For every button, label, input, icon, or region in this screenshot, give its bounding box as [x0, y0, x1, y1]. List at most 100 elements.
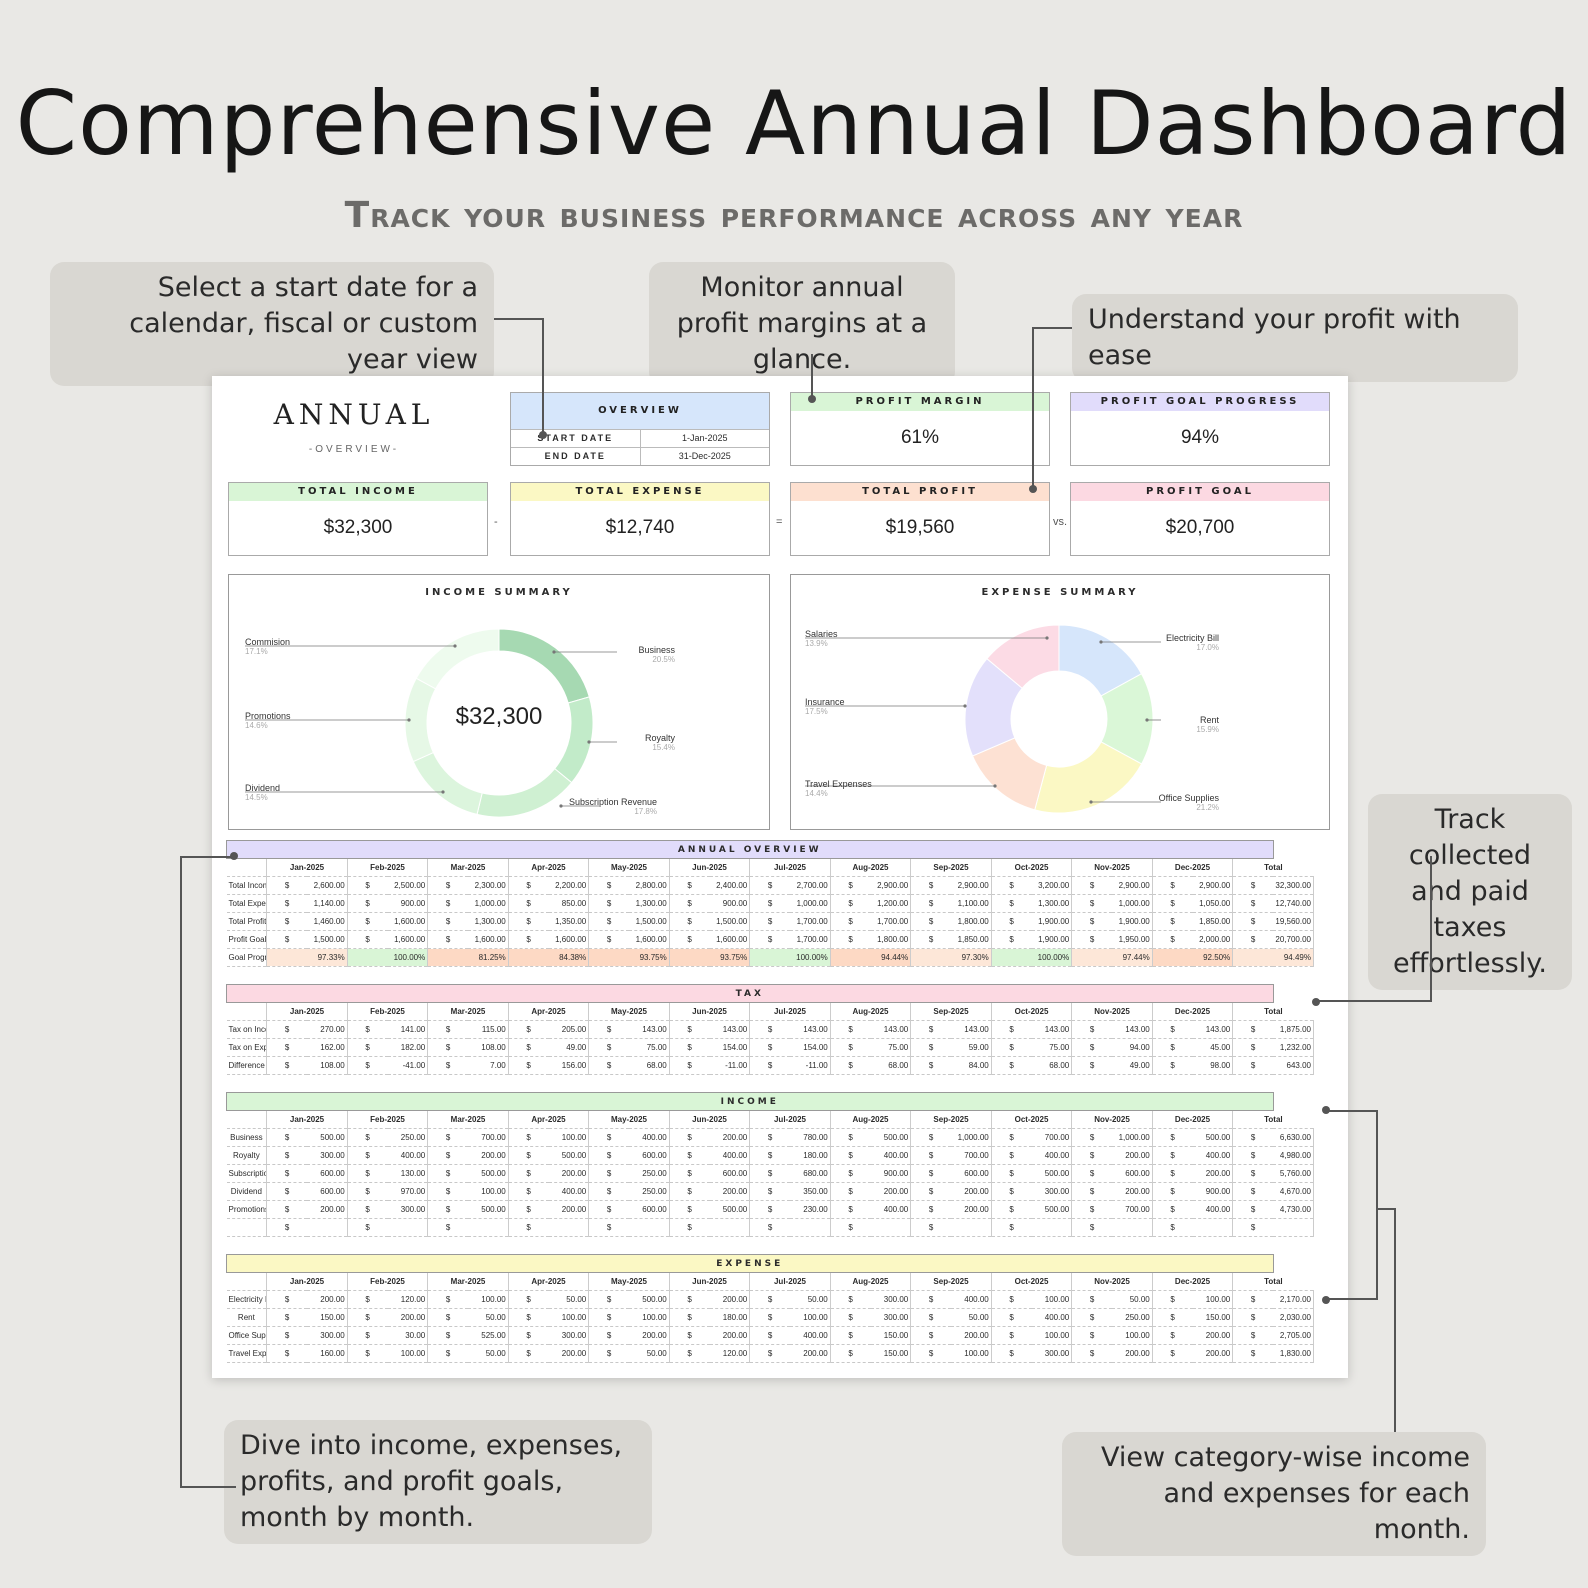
- table-cell[interactable]: 30.00: [387, 1326, 429, 1345]
- table-cell[interactable]: 2,500.00: [387, 876, 429, 895]
- table-cell[interactable]: 200.00: [709, 1128, 751, 1147]
- table-cell[interactable]: 150.00: [1192, 1308, 1234, 1327]
- table-cell[interactable]: 600.00: [307, 1164, 348, 1183]
- table-cell[interactable]: [307, 1218, 348, 1237]
- table-cell[interactable]: 200.00: [387, 1308, 429, 1327]
- table-cell[interactable]: -11.00: [790, 1056, 831, 1075]
- table-cell[interactable]: 1,900.00: [1112, 912, 1153, 931]
- table-cell[interactable]: 300.00: [870, 1308, 912, 1327]
- table-cell[interactable]: 500.00: [1192, 1128, 1234, 1147]
- table-cell[interactable]: 143.00: [790, 1020, 831, 1039]
- table-cell[interactable]: [951, 1218, 992, 1237]
- table-cell[interactable]: 700.00: [1112, 1200, 1153, 1219]
- table-cell[interactable]: 100.00: [1112, 1326, 1153, 1345]
- table-cell[interactable]: 200.00: [1192, 1326, 1234, 1345]
- table-cell[interactable]: [790, 1218, 831, 1237]
- table-cell[interactable]: 1,460.00: [307, 912, 348, 931]
- table-cell[interactable]: [548, 1218, 590, 1237]
- table-cell[interactable]: 200.00: [548, 1344, 590, 1363]
- table-cell[interactable]: [1112, 1218, 1153, 1237]
- table-cell[interactable]: 143.00: [709, 1020, 751, 1039]
- table-cell[interactable]: 182.00: [387, 1038, 429, 1057]
- table-cell[interactable]: 180.00: [790, 1146, 831, 1165]
- table-cell[interactable]: 75.00: [629, 1038, 670, 1057]
- table-cell[interactable]: 525.00: [468, 1326, 509, 1345]
- table-cell[interactable]: [870, 1218, 912, 1237]
- table-cell[interactable]: 50.00: [468, 1308, 509, 1327]
- table-cell[interactable]: 49.00: [548, 1038, 590, 1057]
- table-cell[interactable]: 141.00: [387, 1020, 429, 1039]
- table-cell[interactable]: 130.00: [387, 1164, 429, 1183]
- table-cell[interactable]: 1,700.00: [790, 912, 831, 931]
- table-cell[interactable]: 120.00: [387, 1290, 429, 1309]
- table-cell[interactable]: 2,900.00: [1112, 876, 1153, 895]
- table-cell[interactable]: 1,500.00: [629, 912, 670, 931]
- table-cell[interactable]: 100.00: [548, 1128, 590, 1147]
- table-cell[interactable]: 108.00: [468, 1038, 509, 1057]
- table-cell[interactable]: 150.00: [870, 1344, 912, 1363]
- table-cell[interactable]: 1,000.00: [951, 1128, 992, 1147]
- table-cell[interactable]: 143.00: [629, 1020, 670, 1039]
- table-cell[interactable]: 1,300.00: [629, 894, 670, 913]
- table-cell[interactable]: 100.00: [548, 1308, 590, 1327]
- table-cell[interactable]: 600.00: [307, 1182, 348, 1201]
- table-cell[interactable]: 250.00: [629, 1164, 670, 1183]
- table-cell[interactable]: 75.00: [1031, 1038, 1073, 1057]
- table-cell[interactable]: 1,050.00: [1192, 894, 1234, 913]
- table-cell[interactable]: 300.00: [548, 1326, 590, 1345]
- table-cell[interactable]: 200.00: [709, 1290, 751, 1309]
- table-cell[interactable]: 200.00: [951, 1182, 992, 1201]
- table-cell[interactable]: [387, 1218, 429, 1237]
- table-cell[interactable]: [1031, 1218, 1073, 1237]
- table-cell[interactable]: 1,900.00: [1031, 930, 1073, 949]
- table-cell[interactable]: 900.00: [1192, 1182, 1234, 1201]
- table-cell[interactable]: 300.00: [1031, 1182, 1073, 1201]
- table-cell[interactable]: 100.00: [387, 1344, 429, 1363]
- table-cell[interactable]: 500.00: [1031, 1164, 1073, 1183]
- table-cell[interactable]: 100.00: [790, 1308, 831, 1327]
- table-cell[interactable]: 2,300.00: [468, 876, 509, 895]
- table-cell[interactable]: 1,850.00: [1192, 912, 1234, 931]
- table-cell[interactable]: -41.00: [387, 1056, 429, 1075]
- table-cell[interactable]: 200.00: [870, 1182, 912, 1201]
- table-cell[interactable]: 350.00: [790, 1182, 831, 1201]
- table-cell[interactable]: 2,900.00: [951, 876, 992, 895]
- table-cell[interactable]: 68.00: [870, 1056, 912, 1075]
- table-cell[interactable]: 108.00: [307, 1056, 348, 1075]
- table-cell[interactable]: [709, 1218, 751, 1237]
- table-cell[interactable]: 500.00: [548, 1146, 590, 1165]
- table-cell[interactable]: 300.00: [387, 1200, 429, 1219]
- table-cell[interactable]: 400.00: [951, 1290, 992, 1309]
- table-cell[interactable]: 300.00: [1031, 1344, 1073, 1363]
- table-cell[interactable]: 150.00: [870, 1326, 912, 1345]
- table-cell[interactable]: 2,800.00: [629, 876, 670, 895]
- table-cell[interactable]: 3,200.00: [1031, 876, 1073, 895]
- table-cell[interactable]: 50.00: [1112, 1290, 1153, 1309]
- table-cell[interactable]: 100.00: [468, 1290, 509, 1309]
- table-cell[interactable]: 154.00: [709, 1038, 751, 1057]
- table-cell[interactable]: 200.00: [790, 1344, 831, 1363]
- table-cell[interactable]: [468, 1218, 509, 1237]
- table-cell[interactable]: 200.00: [1112, 1182, 1153, 1201]
- table-cell[interactable]: 600.00: [629, 1146, 670, 1165]
- table-cell[interactable]: 1,350.00: [548, 912, 590, 931]
- table-cell[interactable]: 970.00: [387, 1182, 429, 1201]
- table-cell[interactable]: 780.00: [790, 1128, 831, 1147]
- table-cell[interactable]: 68.00: [629, 1056, 670, 1075]
- table-cell[interactable]: 200.00: [709, 1326, 751, 1345]
- table-cell[interactable]: 1,600.00: [548, 930, 590, 949]
- table-cell[interactable]: 200.00: [1112, 1344, 1153, 1363]
- table-cell[interactable]: 600.00: [1112, 1164, 1153, 1183]
- table-cell[interactable]: -11.00: [709, 1056, 751, 1075]
- table-cell[interactable]: 1,600.00: [387, 930, 429, 949]
- table-cell[interactable]: 500.00: [307, 1128, 348, 1147]
- table-cell[interactable]: 1,000.00: [1112, 894, 1153, 913]
- table-cell[interactable]: 1,800.00: [870, 930, 912, 949]
- table-cell[interactable]: 200.00: [1112, 1146, 1153, 1165]
- table-cell[interactable]: 50.00: [790, 1290, 831, 1309]
- table-cell[interactable]: 500.00: [870, 1128, 912, 1147]
- table-cell[interactable]: 1,850.00: [951, 930, 992, 949]
- table-cell[interactable]: 400.00: [1192, 1146, 1234, 1165]
- table-cell[interactable]: 900.00: [709, 894, 751, 913]
- table-cell[interactable]: 1,300.00: [468, 912, 509, 931]
